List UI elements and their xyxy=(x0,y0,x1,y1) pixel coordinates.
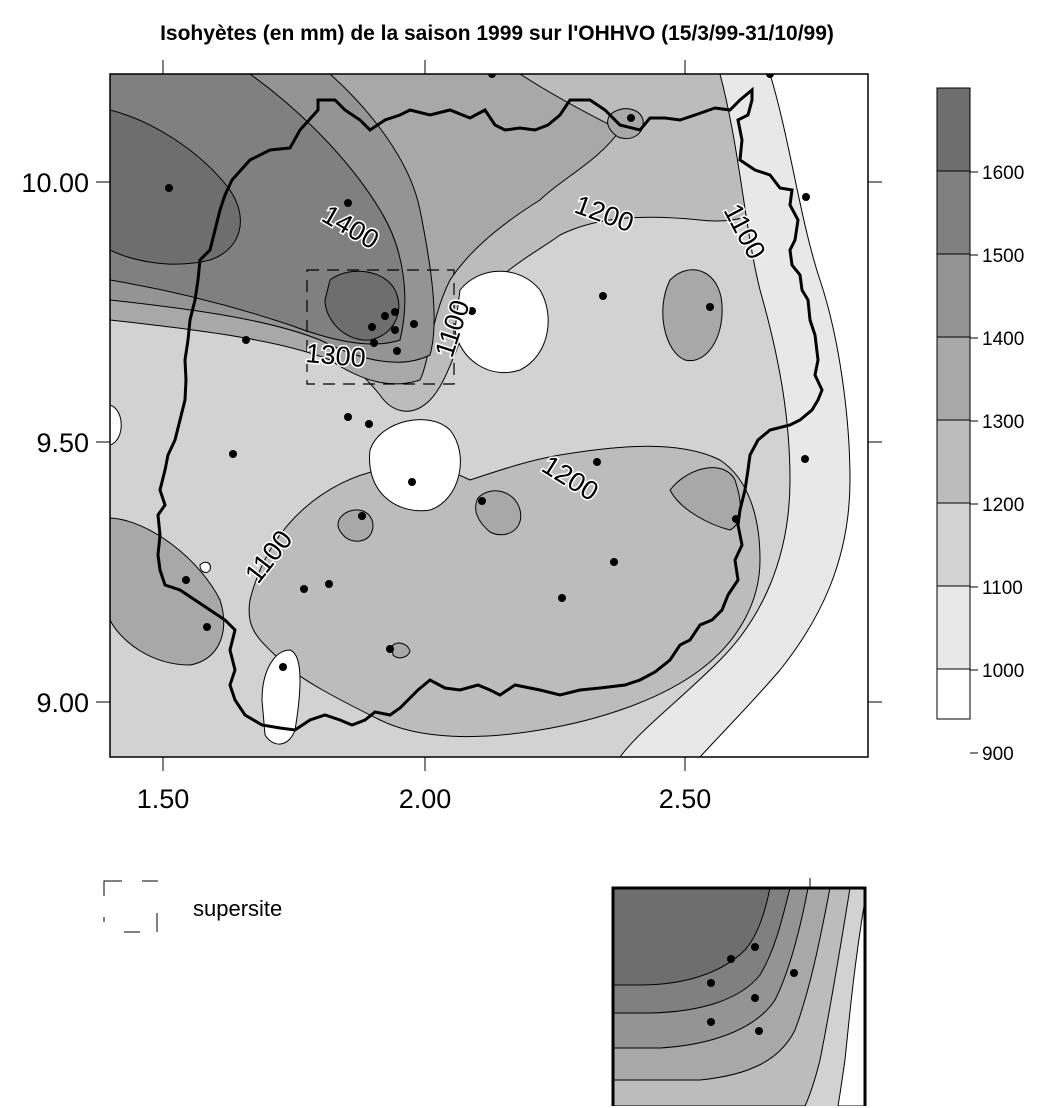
station xyxy=(801,455,809,463)
colorbar-tick-label: 1100 xyxy=(982,578,1023,599)
station xyxy=(488,74,496,78)
colorbar-swatch xyxy=(936,87,971,172)
station xyxy=(410,320,418,328)
colorbar-tick-label: 1000 xyxy=(982,661,1024,682)
band-1200-1300-east xyxy=(662,269,723,362)
band-1500-1600-supersite xyxy=(324,270,400,341)
band-900-1000-small xyxy=(199,561,211,573)
station xyxy=(325,580,333,588)
station xyxy=(478,497,486,505)
band-900-1000-center xyxy=(369,419,461,512)
station xyxy=(558,594,566,602)
y-tick-label: 9.00 xyxy=(36,688,89,718)
station xyxy=(408,478,416,486)
colorbar-swatch xyxy=(936,502,971,587)
station xyxy=(229,450,237,458)
station xyxy=(368,323,376,331)
station xyxy=(386,645,394,653)
band-1500-1600-nw xyxy=(110,109,241,265)
station xyxy=(802,193,810,201)
station xyxy=(610,558,618,566)
colorbar-swatch xyxy=(936,419,971,504)
station xyxy=(203,623,211,631)
map-area xyxy=(110,74,868,757)
supersite-legend-symbol xyxy=(103,880,158,933)
band-900-1000-north-center xyxy=(454,270,549,374)
colorbar-swatch xyxy=(936,253,971,338)
inset-stations xyxy=(707,943,798,1035)
band-1000-1100-east xyxy=(619,74,868,757)
colorbar-tick-label: 1400 xyxy=(982,329,1024,350)
station xyxy=(766,74,774,78)
band-1200-1300-south xyxy=(391,642,411,659)
colorbar-swatch xyxy=(936,336,971,421)
supersite-box xyxy=(306,269,455,385)
colorbar-tick-label: 1200 xyxy=(982,495,1024,516)
legend-label: supersite xyxy=(193,896,282,921)
colorbar-swatch xyxy=(936,170,971,255)
band-1200-1300-center xyxy=(475,490,522,536)
x-tick-label: 2.00 xyxy=(399,784,452,814)
colorbar-tick-label: 1500 xyxy=(982,246,1024,267)
band-1200-1300-southwest xyxy=(110,517,225,666)
station xyxy=(365,420,373,428)
station xyxy=(358,512,366,520)
y-tick-label: 10.00 xyxy=(21,168,89,198)
legend: supersite xyxy=(103,880,282,933)
station xyxy=(370,339,378,347)
axis-ticks xyxy=(96,60,882,771)
station xyxy=(706,303,714,311)
station xyxy=(344,413,352,421)
colorbar-swatch xyxy=(936,668,971,720)
rain-gauge-stations xyxy=(165,74,810,671)
station xyxy=(593,458,601,466)
station xyxy=(344,199,352,207)
station xyxy=(182,576,190,584)
y-tick-label: 9.50 xyxy=(36,428,89,458)
colorbar-swatch xyxy=(936,585,971,670)
map-title: Isohyètes (en mm) de la saison 1999 sur … xyxy=(160,22,834,45)
station xyxy=(165,184,173,192)
band-900-1000-south xyxy=(261,649,301,745)
station xyxy=(381,312,389,320)
station xyxy=(300,585,308,593)
colorbar: 1600 1500 1400 1300 1200 1100 1000 900 xyxy=(936,87,1024,765)
station xyxy=(468,307,476,315)
colorbar-tick-label: 900 xyxy=(982,744,1014,765)
band-900-1000-east xyxy=(699,74,868,757)
inset-frame xyxy=(611,886,867,1106)
station xyxy=(393,347,401,355)
station xyxy=(599,292,607,300)
station xyxy=(279,663,287,671)
colorbar-tick-label: 1600 xyxy=(982,163,1024,184)
station xyxy=(391,326,399,334)
station xyxy=(732,515,740,523)
x-tick-label: 1.50 xyxy=(137,784,190,814)
station xyxy=(627,114,635,122)
colorbar-tick-label: 1300 xyxy=(982,412,1024,433)
station xyxy=(242,336,250,344)
supersite-inset xyxy=(611,878,867,1106)
map-frame xyxy=(109,73,869,758)
watershed-boundary xyxy=(156,86,824,732)
band-1400-1500-nw xyxy=(110,74,406,345)
x-tick-label: 2.50 xyxy=(659,784,712,814)
station xyxy=(391,308,399,316)
contour-label-1300: 1300 xyxy=(304,338,366,373)
